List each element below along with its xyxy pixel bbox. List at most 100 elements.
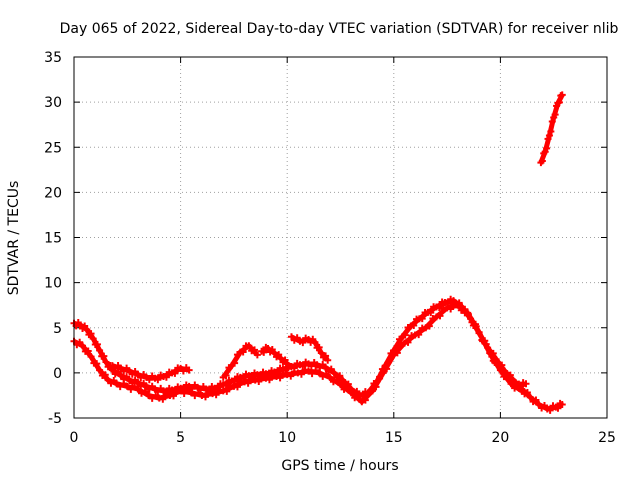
data-point [162,373,170,381]
y-axis-label: SDTVAR / TECUs [6,181,22,296]
x-tick-label: 5 [176,430,185,446]
data-point [472,320,480,328]
data-point [297,370,305,378]
data-point [145,376,153,384]
data-point [555,98,563,106]
data-point [201,393,209,401]
data-point [516,384,524,392]
data-point [505,374,513,382]
data-point [447,305,455,313]
data-point [277,354,285,362]
data-point [324,356,332,364]
data-point [397,341,405,349]
data-point [308,370,316,378]
data-point [270,349,278,357]
data-point [245,342,253,350]
data-point [496,364,504,372]
data-point [468,318,476,326]
data-series [70,91,566,414]
x-tick-label: 25 [598,430,616,446]
data-point [273,372,281,380]
tick-labels: 0 5 10 15 20 25 -5 0 5 10 15 20 25 30 35 [44,50,616,446]
data-point [494,358,502,366]
data-point [333,376,341,384]
data-point [319,372,327,380]
data-point [262,374,270,382]
x-axis-label: GPS time / hours [281,458,398,474]
data-point [184,386,192,394]
data-point [315,343,323,351]
data-point [198,391,206,399]
data-point [532,396,540,404]
data-point [337,381,344,389]
data-point [317,349,325,357]
data-point [551,111,559,119]
data-point [268,346,276,354]
data-point [404,338,412,346]
y-tick-label: -5 [48,411,62,427]
data-point [415,331,423,339]
data-point [511,378,519,386]
data-point [479,337,487,345]
y-tick-label: 5 [53,321,62,337]
data-point [87,353,95,361]
data-point [117,372,125,380]
data-point [185,366,193,374]
data-point [120,380,128,388]
data-point [336,372,344,380]
data-point [276,374,284,382]
chart-title: Day 065 of 2022, Sidereal Day-to-day VTE… [60,21,619,37]
data-point [340,385,348,393]
data-point [251,346,259,354]
data-point [93,340,101,348]
data-point [322,370,330,378]
data-point [93,360,101,368]
data-point [330,369,338,377]
data-point [264,345,272,353]
x-tick-label: 10 [278,430,296,446]
data-point [294,369,302,377]
data-point [159,395,167,403]
data-point [329,378,337,386]
data-point [540,401,548,409]
data-point [427,309,435,317]
data-point [327,365,335,373]
data-point [372,383,380,391]
data-point [548,117,556,125]
data-point [87,330,95,338]
data-point [410,322,418,330]
data-point [251,376,259,384]
x-tick-label: 0 [70,430,79,446]
data-point [81,322,89,330]
data-point [312,366,320,374]
data-point [461,305,469,313]
x-tick-label: 15 [385,430,403,446]
data-point [486,349,494,357]
data-point [440,305,448,313]
data-point [89,335,97,343]
data-point [123,373,131,381]
data-point [260,348,268,356]
data-point [138,389,146,397]
data-point [130,382,138,390]
data-point [558,91,566,99]
data-point [523,389,531,397]
data-point [275,351,283,359]
data-point [209,390,217,398]
data-point [326,373,334,381]
data-point [558,400,566,408]
data-point [116,383,124,391]
data-point [322,352,330,360]
data-point [283,360,291,368]
data-point [222,371,230,379]
data-point [301,366,309,374]
y-tick-label: 15 [44,231,62,247]
data-point [386,355,394,363]
data-point [269,371,277,379]
data-point [113,380,121,388]
data-point [365,389,373,397]
data-point [418,315,426,323]
data-point [191,392,199,400]
data-point [283,371,291,379]
data-point [526,393,534,401]
